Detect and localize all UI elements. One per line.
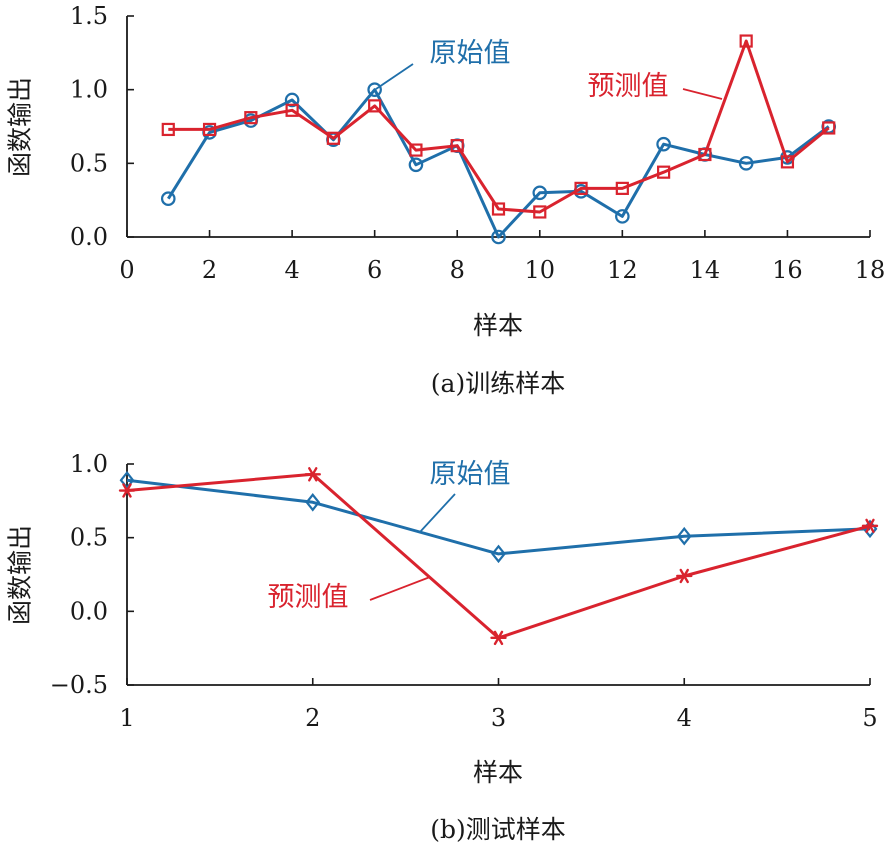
series-label-original: 原始值 — [430, 459, 511, 490]
data-point-original — [119, 470, 135, 490]
x-tick-label: 0 — [119, 256, 134, 284]
data-point-predicted — [657, 165, 671, 179]
series-line-predicted — [168, 39, 830, 214]
series-label-predicted: 预测值 — [268, 582, 349, 613]
data-point-predicted — [780, 155, 795, 169]
data-point-predicted — [326, 131, 340, 145]
x-tick-label: 1 — [119, 704, 134, 732]
y-tick-label: 0.5 — [70, 524, 108, 552]
data-point-predicted — [861, 518, 879, 534]
data-point-predicted — [244, 111, 258, 125]
x-tick-label: 2 — [202, 256, 217, 284]
series-line-original — [167, 88, 830, 239]
data-point-original — [676, 526, 692, 546]
data-point-original — [408, 157, 424, 173]
data-point-predicted — [490, 630, 507, 646]
x-axis-label: 样本 — [473, 758, 523, 787]
data-point-predicted — [409, 143, 423, 157]
chart-caption: (a)训练样本 — [431, 369, 565, 398]
y-tick-label: 0.0 — [70, 223, 108, 251]
y-axis-label: 函数输出 — [6, 525, 35, 625]
x-tick-label: 6 — [367, 256, 382, 284]
data-point-predicted — [118, 483, 136, 498]
data-point-original — [305, 493, 321, 512]
data-point-predicted — [202, 122, 217, 137]
y-tick-label: 1.5 — [70, 2, 108, 30]
data-point-original — [532, 185, 548, 201]
data-point-predicted — [676, 568, 693, 584]
x-axis-label: 样本 — [473, 311, 523, 340]
data-point-original — [284, 92, 300, 108]
data-point-predicted — [533, 205, 547, 219]
x-tick-label: 5 — [862, 704, 877, 732]
x-tick-label: 3 — [491, 704, 506, 732]
data-point-predicted — [304, 467, 321, 482]
y-tick-label: 1.0 — [70, 450, 108, 478]
data-point-predicted — [491, 202, 506, 216]
x-tick-label: 14 — [690, 256, 721, 284]
data-point-predicted — [739, 34, 753, 48]
x-tick-label: 18 — [855, 256, 886, 284]
series-label-predicted: 预测值 — [588, 71, 669, 102]
leader-line-original — [419, 493, 456, 533]
series-line-predicted — [126, 472, 871, 640]
chart-caption: (b)测试样本 — [430, 815, 566, 844]
data-point-predicted — [822, 121, 836, 135]
y-tick-label: 1.0 — [70, 76, 108, 104]
data-point-predicted — [615, 181, 629, 195]
data-point-predicted — [161, 122, 175, 137]
data-point-predicted — [574, 181, 588, 195]
y-tick-label: 0.5 — [70, 149, 108, 177]
x-tick-label: 12 — [607, 256, 638, 284]
x-tick-label: 8 — [450, 256, 465, 284]
data-point-original — [615, 209, 630, 224]
leader-line-predicted — [369, 576, 431, 601]
series-line-original — [126, 478, 871, 556]
data-point-predicted — [285, 103, 299, 117]
data-point-predicted — [368, 99, 382, 113]
data-point-original — [160, 191, 176, 206]
data-point-predicted — [450, 139, 464, 153]
y-tick-label: 0.0 — [70, 597, 108, 625]
x-tick-label: 4 — [284, 256, 299, 284]
leader-line-predicted — [682, 88, 723, 100]
y-axis-label: 函数输出 — [6, 77, 35, 177]
chart-training-samples: 0.0 0.5 1.0 1.5 0 2 4 6 8 10 12 14 16 18 样本 函数输出 (a)训练样本… — [6, 2, 886, 398]
series-label-original: 原始值 — [430, 38, 511, 69]
x-tick-label: 10 — [525, 256, 556, 284]
data-point-original — [491, 229, 506, 245]
y-tick-label: −0.5 — [50, 671, 108, 699]
leader-line-original — [375, 63, 414, 90]
x-tick-label: 4 — [677, 704, 692, 732]
data-point-original — [656, 136, 671, 152]
data-point-original — [738, 156, 754, 171]
data-point-predicted — [698, 147, 712, 162]
x-tick-label: 16 — [772, 256, 803, 284]
x-tick-label: 2 — [305, 704, 320, 732]
data-point-original — [491, 544, 506, 564]
data-point-original — [367, 82, 382, 97]
